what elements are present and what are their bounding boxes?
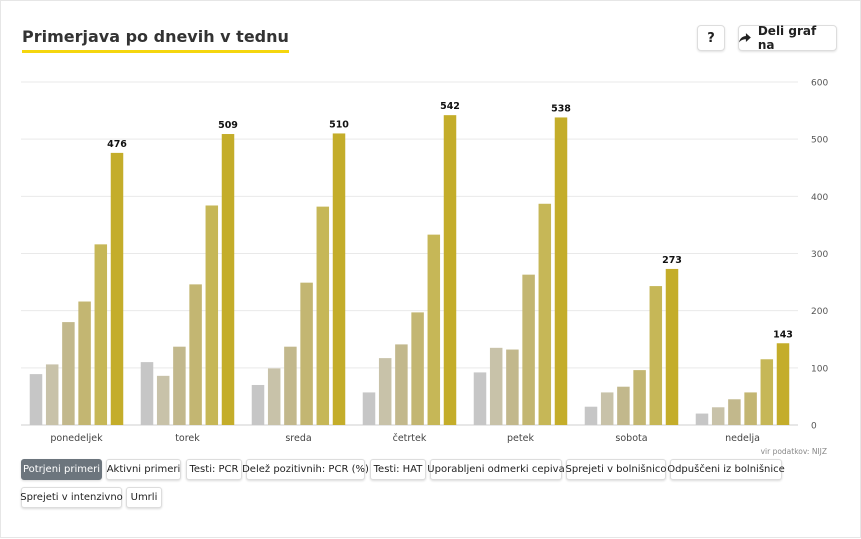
y-tick-label: 400 [811, 193, 828, 203]
bar [473, 372, 487, 425]
bar [728, 399, 741, 425]
filter-button[interactable]: Delež pozitivnih: PCR (%) [242, 459, 369, 480]
data-label: 476 [107, 139, 127, 150]
bar [665, 268, 679, 425]
bar [378, 358, 392, 425]
bar [300, 282, 313, 425]
y-tick-label: 200 [811, 307, 828, 317]
chart-title: Primerjava po dnevih v tednu [22, 27, 289, 53]
y-tick-label: 0 [811, 422, 817, 432]
data-label: 538 [551, 103, 571, 114]
y-tick-label: 500 [811, 136, 828, 146]
bar [554, 117, 568, 426]
bar [140, 362, 154, 425]
bar [267, 368, 281, 425]
bar [443, 115, 457, 425]
x-tick-label: petek [507, 433, 534, 444]
data-label: 510 [329, 119, 349, 130]
share-arrow-icon [739, 33, 751, 43]
x-tick-label: sobota [615, 433, 647, 444]
bar [221, 134, 235, 425]
data-label: 143 [773, 329, 793, 340]
y-tick-label: 100 [811, 364, 828, 374]
bar [617, 386, 630, 425]
bar [649, 286, 663, 425]
bar [760, 359, 774, 425]
bar [316, 206, 330, 425]
bar [189, 284, 202, 425]
filter-button[interactable]: Potrjeni primeri [21, 459, 102, 480]
bar [94, 244, 108, 425]
data-label: 509 [218, 120, 238, 131]
bar [711, 407, 725, 425]
bar [489, 347, 503, 425]
bar [78, 301, 91, 425]
filter-button[interactable]: Umrli [126, 487, 162, 508]
bar [362, 392, 376, 425]
data-label: 273 [662, 255, 682, 266]
bar [695, 413, 709, 425]
bar [45, 364, 59, 425]
bar [776, 343, 790, 425]
y-tick-label: 600 [811, 79, 828, 89]
source-note: vir podatkov: NIJZ [760, 447, 827, 456]
bar [395, 344, 408, 425]
bar [332, 133, 346, 425]
bar [522, 274, 535, 425]
bar [284, 346, 297, 425]
bar [506, 349, 519, 425]
bar [411, 312, 424, 425]
x-tick-label: torek [175, 433, 200, 444]
share-label: Deli graf na [757, 24, 817, 52]
filter-button[interactable]: Uporabljeni odmerki cepiva [427, 459, 565, 480]
data-label: 542 [440, 101, 460, 112]
filter-button[interactable]: Testi: PCR [186, 459, 242, 480]
bar [205, 205, 219, 425]
filter-button[interactable]: Sprejeti v intenzivno [20, 487, 123, 508]
x-tick-label: ponedeljek [50, 433, 103, 444]
bar [600, 392, 614, 425]
bar [584, 406, 598, 425]
bar [110, 152, 124, 426]
bar [744, 392, 757, 425]
bar [173, 346, 186, 425]
bar [156, 375, 170, 425]
bar [427, 234, 441, 425]
filter-button[interactable]: Sprejeti v bolnišnico [566, 459, 666, 480]
bar [251, 384, 265, 425]
filter-button[interactable]: Aktivni primeri [106, 459, 181, 480]
bar [62, 322, 75, 425]
help-button[interactable]: ? [697, 25, 725, 51]
bar [29, 374, 43, 425]
bar [633, 370, 646, 425]
share-button[interactable]: Deli graf na [738, 24, 837, 52]
x-tick-label: nedelja [725, 433, 760, 444]
filter-button[interactable]: Testi: HAT [370, 459, 426, 480]
x-tick-label: sreda [285, 433, 311, 444]
y-tick-label: 300 [811, 250, 828, 260]
bar [538, 203, 552, 425]
filter-button[interactable]: Odpuščeni iz bolnišnice [667, 459, 785, 480]
x-tick-label: četrtek [393, 433, 427, 444]
